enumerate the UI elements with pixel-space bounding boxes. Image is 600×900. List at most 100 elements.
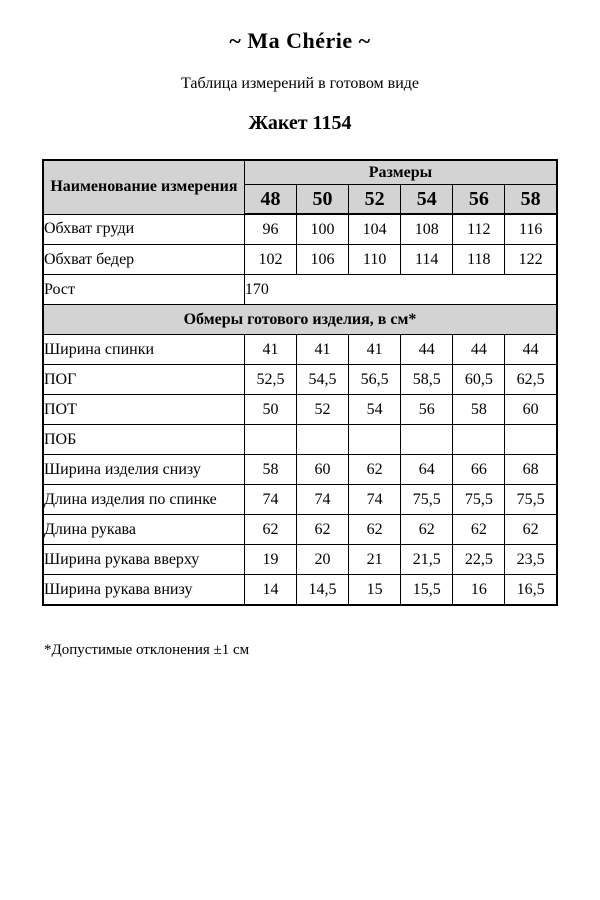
cell-value: 116 [504,213,558,245]
table-row-back-width: Ширина спинки 41 41 41 44 44 44 [42,334,558,365]
cell-value: 74 [295,484,350,515]
cell-value [452,424,506,455]
cell-value: 62 [348,454,402,485]
cell-value: 14,5 [295,574,350,606]
cell-value: 100 [295,213,350,245]
cell-value: 44 [504,334,558,365]
size-header: 54 [400,184,454,215]
table-row-sleeve-top-width: Ширина рукава вверху 19 20 21 21,5 22,5 … [42,544,558,575]
cell-value: 52 [295,394,350,425]
table-row-pot: ПОТ 50 52 54 56 58 60 [42,394,558,425]
cell-value [504,424,558,455]
cell-value: 15,5 [400,574,454,606]
table-header-row-sizes-title: Наименование измерения Размеры [42,159,558,215]
cell-value: 64 [400,454,454,485]
size-header: 50 [295,184,350,215]
row-label: Длина изделия по спинке [42,484,245,515]
cell-value: 58 [243,454,297,485]
cell-value: 62,5 [504,364,558,395]
cell-value: 114 [400,244,454,275]
cell-value: 52,5 [243,364,297,395]
brand-title: ~ Ma Chérie ~ [229,28,371,53]
cell-value: 56 [400,394,454,425]
row-label: Обхват груди [42,213,245,245]
cell-value: 75,5 [504,484,558,515]
cell-value: 74 [243,484,297,515]
cell-value: 54 [348,394,402,425]
cell-value [348,424,402,455]
section-header: Обмеры готового изделия, в см* [42,304,558,335]
cell-value: 104 [348,213,402,245]
cell-value: 75,5 [400,484,454,515]
tolerance-footnote: *Допустимые отклонения ±1 см [44,642,250,658]
cell-value: 15 [348,574,402,606]
table-row-pog: ПОГ 52,5 54,5 56,5 58,5 60,5 62,5 [42,364,558,395]
cell-value: 62 [400,514,454,545]
cell-value: 62 [295,514,350,545]
row-label: Рост [42,274,245,305]
table-row-back-length: Длина изделия по спинке 74 74 74 75,5 75… [42,484,558,515]
cell-value: 60,5 [452,364,506,395]
cell-value: 118 [452,244,506,275]
table-row-bottom-width: Ширина изделия снизу 58 60 62 64 66 68 [42,454,558,485]
cell-value: 58 [452,394,506,425]
row-label: ПОТ [42,394,245,425]
cell-value: 44 [452,334,506,365]
cell-value: 41 [348,334,402,365]
cell-value: 54,5 [295,364,350,395]
cell-value: 41 [243,334,297,365]
cell-value: 23,5 [504,544,558,575]
column-header-sizes: Размеры [243,159,558,185]
cell-value: 58,5 [400,364,454,395]
row-label: Длина рукава [42,514,245,545]
cell-value: 74 [348,484,402,515]
cell-value: 62 [452,514,506,545]
row-label: ПОГ [42,364,245,395]
cell-value: 44 [400,334,454,365]
cell-value: 75,5 [452,484,506,515]
cell-value: 41 [295,334,350,365]
cell-value: 16,5 [504,574,558,606]
cell-value: 14 [243,574,297,606]
cell-value: 50 [243,394,297,425]
cell-value: 96 [243,213,297,245]
cell-value: 21,5 [400,544,454,575]
cell-value [243,424,297,455]
cell-value: 20 [295,544,350,575]
cell-value: 112 [452,213,506,245]
cell-value [295,424,350,455]
table-header-row-size-numbers: 48 50 52 54 56 58 [43,184,558,215]
cell-value-merged: 170 [243,274,558,305]
table-row-sleeve-length: Длина рукава 62 62 62 62 62 62 [42,514,558,545]
table-row-pob: ПОБ [42,424,558,455]
table-row-hips: Обхват бедер 102 106 110 114 118 122 [42,244,558,275]
row-label: Ширина рукава внизу [42,574,245,606]
row-label: Ширина рукава вверху [42,544,245,575]
cell-value: 62 [243,514,297,545]
product-title: Жакет 1154 [248,112,352,134]
cell-value: 56,5 [348,364,402,395]
cell-value: 22,5 [452,544,506,575]
size-header: 56 [452,184,506,215]
size-header: 52 [348,184,402,215]
row-label: Обхват бедер [42,244,245,275]
measurement-table: Наименование измерения Размеры 48 50 52 … [42,159,558,606]
row-label: Ширина изделия снизу [42,454,245,485]
cell-value: 62 [348,514,402,545]
cell-value: 16 [452,574,506,606]
cell-value: 110 [348,244,402,275]
row-label: ПОБ [42,424,245,455]
table-row-height: Рост 170 [42,274,558,305]
cell-value: 66 [452,454,506,485]
table-section-header-row: Обмеры готового изделия, в см* [42,304,558,335]
cell-value: 68 [504,454,558,485]
table-row-chest: Обхват груди 96 100 104 108 112 116 [42,213,558,245]
cell-value: 62 [504,514,558,545]
size-header: 48 [243,184,297,215]
cell-value: 60 [295,454,350,485]
column-header-measurement-name: Наименование измерения [42,159,245,215]
size-header: 58 [504,184,558,215]
cell-value: 108 [400,213,454,245]
cell-value: 60 [504,394,558,425]
